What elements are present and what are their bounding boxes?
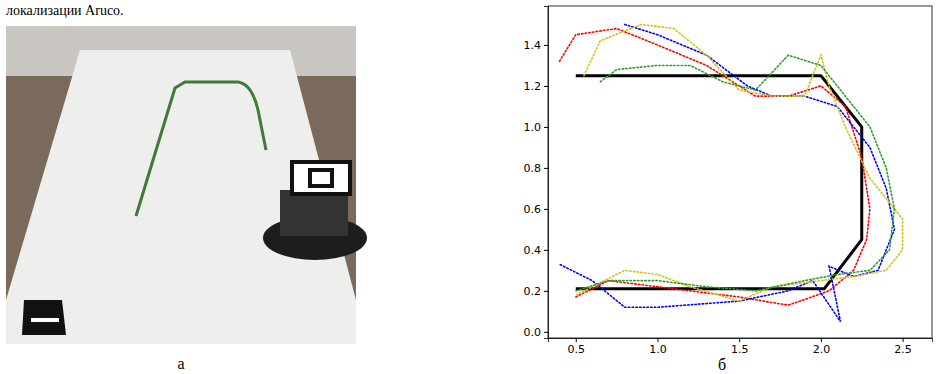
plot-frame xyxy=(548,6,932,338)
tick-label: 1.0 xyxy=(649,343,667,356)
trajectory xyxy=(576,24,903,301)
tick-mark xyxy=(903,338,904,342)
tick: 1.5 xyxy=(731,338,749,356)
tick-label: 0.0 xyxy=(524,326,542,339)
tick-label: 1.5 xyxy=(731,343,749,356)
photo xyxy=(6,26,367,344)
tick: 1.0 xyxy=(649,338,667,356)
tick: 0.5 xyxy=(568,338,586,356)
tick-mark xyxy=(739,338,740,342)
tick-label: 1.0 xyxy=(524,121,542,134)
tick-label: 0.8 xyxy=(524,162,542,175)
tick-label: 0.5 xyxy=(568,343,586,356)
tick-mark xyxy=(544,332,548,333)
axis-line xyxy=(544,7,549,339)
tick-mark xyxy=(657,338,658,342)
tick-mark xyxy=(544,45,548,46)
tick-label: 1.4 xyxy=(524,39,542,52)
tick-mark xyxy=(544,291,548,292)
photo-background xyxy=(6,26,356,344)
reference-path xyxy=(576,76,862,289)
trajectory xyxy=(559,29,869,306)
tick: 0.2 xyxy=(524,285,549,298)
tick: 0.0 xyxy=(524,326,549,339)
tick: 1.0 xyxy=(524,121,549,134)
tick-mark xyxy=(576,338,577,342)
photo-robot-body xyxy=(280,190,348,236)
x-axis: 0.5 1.0 1.5 2.0 2.5 xyxy=(549,338,933,356)
photo-sheet xyxy=(6,50,356,344)
plot-lines xyxy=(559,24,902,321)
photo-track xyxy=(136,82,266,216)
panel-label: б xyxy=(718,356,726,373)
tick-mark xyxy=(544,250,548,251)
axis-line xyxy=(549,339,933,343)
photo-floor-marker xyxy=(22,300,66,335)
photo-floor-marker-bar xyxy=(31,318,59,322)
tick-mark xyxy=(544,168,548,169)
y-axis: 0.0 0.2 0.4 0.6 0.8 1.0 1.2 1.4 xyxy=(524,7,549,339)
tick-label: 0.2 xyxy=(524,285,542,298)
tick-mark xyxy=(821,338,822,342)
tick-label: 2.5 xyxy=(894,343,912,356)
tick-label: 2.0 xyxy=(813,343,831,356)
tick: 1.2 xyxy=(524,80,549,93)
tick: 0.6 xyxy=(524,203,549,216)
tick: 0.8 xyxy=(524,162,549,175)
tick-mark xyxy=(544,209,548,210)
tick-mark xyxy=(544,86,548,87)
tick: 0.4 xyxy=(524,244,549,257)
tick-label: 1.2 xyxy=(524,80,542,93)
caption-fragment: локализации Aruco. xyxy=(6,3,124,18)
tick-label: 0.6 xyxy=(524,203,542,216)
photo-robot-marker xyxy=(292,162,350,194)
panel-label: а xyxy=(177,355,184,372)
tick-mark xyxy=(544,127,548,128)
tick: 2.0 xyxy=(813,338,831,356)
tick: 2.5 xyxy=(894,338,912,356)
tick-label: 0.4 xyxy=(524,244,542,257)
figure: локализации Aruco. а 0.5 1.0 1.5 2.0 2.5 0.0 0.2… xyxy=(0,0,939,374)
photo-robot-marker-inner xyxy=(310,170,332,186)
trajectory xyxy=(576,55,895,291)
tick: 1.4 xyxy=(524,39,549,52)
